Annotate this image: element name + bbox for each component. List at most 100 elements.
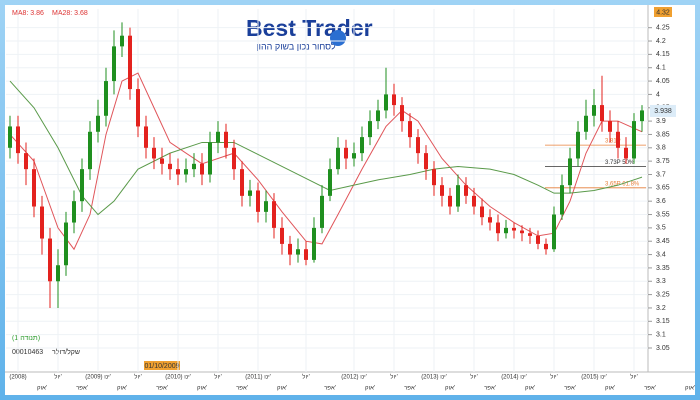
ma-label: MA8: 3.86 [12, 10, 44, 17]
ma-label: MA28: 3.68 [52, 10, 88, 17]
x-tick-label: יול' [390, 373, 397, 381]
candle-body [256, 190, 260, 212]
candle-body [8, 126, 12, 148]
fib-label: 3.65P 61.8% [605, 181, 640, 187]
candle-body [464, 185, 468, 196]
candle-body [56, 265, 60, 282]
y-tick-label: 4.25 [656, 25, 670, 32]
x-tick-label: (2012) ינו' [341, 375, 367, 381]
y-tick-label: 3.2 [656, 305, 666, 312]
x-month-label: אפר' [564, 386, 576, 392]
candle-body [600, 105, 604, 122]
candle-body [288, 243, 292, 255]
y-tick-label: 4.2 [656, 38, 666, 45]
candle-body [272, 201, 276, 228]
candle-body [616, 131, 620, 148]
candle-body [480, 206, 484, 218]
candle-body [120, 35, 124, 47]
instrument-code: 00010463 [12, 349, 43, 356]
candle-body [624, 147, 628, 159]
x-month-label: אוק' [445, 386, 455, 392]
candle-body [424, 153, 428, 170]
candle-body [232, 147, 236, 170]
x-tick-label: יול' [630, 373, 637, 381]
candle-body [64, 222, 68, 266]
x-month-label: אפר' [404, 386, 416, 392]
candle-body [472, 195, 476, 207]
candle-body [152, 147, 156, 159]
y-tick-label: 3.75 [656, 158, 670, 165]
x-month-label: אפר' [644, 386, 656, 392]
x-month-label: אוק' [525, 386, 535, 392]
candle-body [248, 190, 252, 196]
x-tick-label: (2009) ינו' [85, 375, 111, 381]
candle-body [640, 110, 644, 122]
candle-body [592, 105, 596, 116]
candle-body [296, 249, 300, 255]
candle-body [560, 185, 564, 215]
x-month-label: אפר' [324, 386, 336, 392]
ma-line [9, 72, 643, 251]
y-tick-label: 3.8 [656, 145, 666, 152]
candle-body [352, 153, 356, 159]
candle-body [136, 89, 140, 127]
top-price: 4.32 [656, 9, 670, 16]
candle-body [456, 185, 460, 207]
ma-line [9, 80, 643, 216]
candle-body [416, 137, 420, 154]
candle-body [264, 201, 268, 212]
y-tick-label: 3.9 [656, 118, 666, 125]
candle-body [432, 169, 436, 186]
fib-label: 3.81P [605, 139, 621, 145]
candle-body [280, 227, 284, 244]
y-tick-label: 4 [656, 91, 660, 98]
x-month-label: אוק' [277, 386, 287, 392]
candle-body [224, 131, 228, 148]
x-tick-label: (2014) ינו' [501, 375, 527, 381]
logo-globe [330, 30, 346, 46]
candle-body [32, 169, 36, 207]
y-tick-label: 3.65 [656, 185, 670, 192]
logo-tagline: לסחור נכון בשוק ההון [256, 41, 336, 51]
x-month-label: אוק' [365, 386, 375, 392]
candle-body [448, 195, 452, 207]
candle-body [376, 110, 380, 122]
candle-body [496, 222, 500, 234]
x-tick-label: (2008) [9, 375, 26, 381]
candle-body [632, 121, 636, 159]
x-tick-label: יול' [550, 373, 557, 381]
x-tick-label: (2015) ינו' [581, 375, 607, 381]
y-tick-label: 4.1 [656, 65, 666, 72]
x-tick-label: יול' [54, 373, 61, 381]
candle-body [200, 163, 204, 175]
cursor-date: 01/10/2009 [144, 363, 179, 370]
x-tick-label: (2013) ינו' [421, 375, 447, 381]
candle-body [88, 131, 92, 170]
x-tick-label: (2011) ינו' [245, 375, 271, 381]
x-month-label: אפר' [156, 386, 168, 392]
x-month-label: אוק' [37, 386, 47, 392]
candle-body [72, 201, 76, 223]
candle-body [512, 227, 516, 231]
candle-body [488, 217, 492, 223]
y-tick-label: 3.25 [656, 291, 670, 298]
top-price-box [654, 7, 672, 17]
candle-body [400, 105, 404, 122]
last-price: 3.938 [654, 108, 672, 115]
fib-label: 3.73P 50% [605, 160, 635, 166]
candle-body [528, 233, 532, 236]
candle-body [360, 137, 364, 154]
x-month-label: אוק' [197, 386, 207, 392]
y-tick-label: 3.1 [656, 331, 666, 338]
y-tick-label: 4.05 [656, 78, 670, 85]
x-month-label: אוק' [605, 386, 615, 392]
y-tick-label: 3.7 [656, 171, 666, 178]
candle-body [48, 238, 52, 282]
candle-body [536, 235, 540, 244]
y-tick-label: 3.15 [656, 318, 670, 325]
y-tick-label: 3.4 [656, 251, 666, 258]
candle-body [608, 121, 612, 132]
candle-body [144, 126, 148, 148]
y-tick-label: 4.15 [656, 51, 670, 58]
